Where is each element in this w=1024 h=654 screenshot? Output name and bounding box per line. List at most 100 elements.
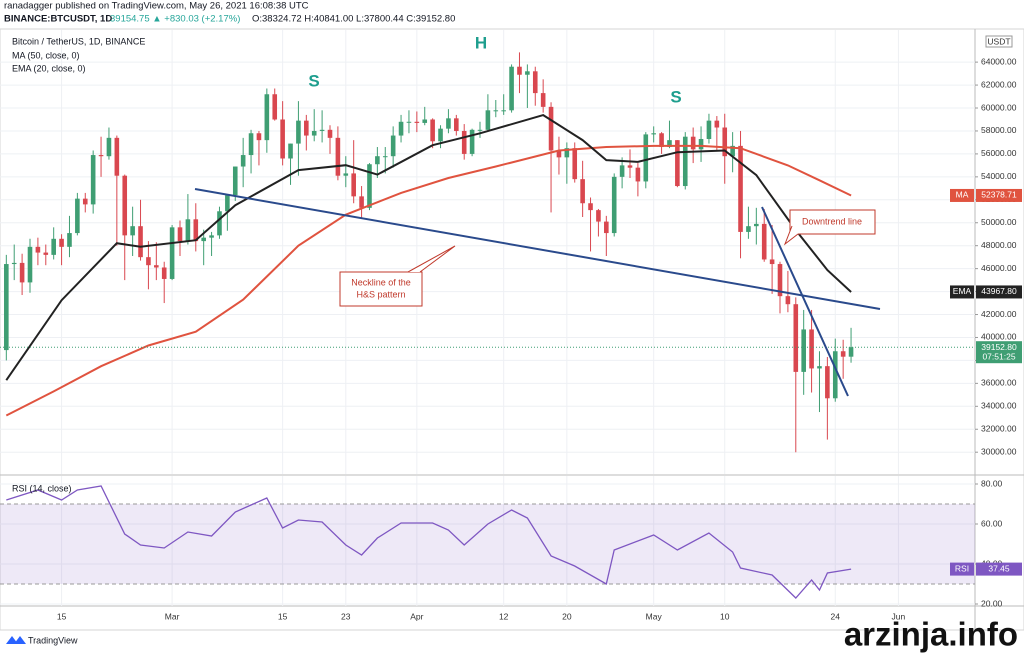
- candle-body: [51, 238, 56, 255]
- candle-body: [122, 175, 128, 236]
- candle-body: [406, 121, 412, 123]
- candle-body: [746, 226, 751, 232]
- last-value-label: 37.45: [988, 563, 1010, 573]
- candle-body: [335, 137, 341, 176]
- candle-body: [430, 119, 435, 142]
- tag-label: EMA: [953, 286, 972, 296]
- candle-body: [217, 211, 222, 236]
- candle-body: [572, 148, 578, 180]
- candle-body: [185, 219, 191, 242]
- price-label: 39152.80: [981, 342, 1017, 352]
- candle-body: [817, 366, 822, 369]
- last-value-label: 52378.71: [981, 190, 1017, 200]
- candle-body: [643, 134, 649, 182]
- neckline-note: Neckline of the: [351, 277, 411, 287]
- candle-body: [769, 259, 775, 265]
- currency-badge: [985, 35, 1013, 48]
- candle-body: [11, 262, 17, 265]
- y-tick-label: 42000.00: [981, 309, 1017, 319]
- candle-body: [477, 129, 483, 131]
- candle-body: [659, 133, 664, 148]
- y-tick-label: 32000.00: [981, 424, 1017, 434]
- candle-body: [201, 237, 206, 242]
- candle-body: [154, 265, 159, 268]
- candle-body: [517, 66, 522, 75]
- candle-body: [596, 210, 601, 222]
- y-tick-label: 58000.00: [981, 125, 1017, 135]
- candle-body: [138, 226, 143, 258]
- y-tick-label: 36000.00: [981, 378, 1017, 388]
- candle-body: [130, 226, 135, 236]
- candle-body: [714, 120, 720, 128]
- candle-body: [675, 140, 680, 187]
- candle-body: [27, 246, 33, 283]
- x-tick-label: Mar: [165, 611, 180, 621]
- x-tick-label: 24: [831, 611, 841, 621]
- price-box: [976, 341, 1022, 364]
- candle-body: [761, 223, 767, 260]
- y-tick-label: 40000.00: [981, 332, 1017, 342]
- candle-body: [754, 223, 759, 227]
- candle-body: [493, 110, 499, 112]
- candle-body: [106, 137, 112, 157]
- rsi-line: [6, 485, 852, 599]
- y-tick-label: 80.00: [981, 478, 1003, 488]
- candle-body: [343, 173, 349, 176]
- candle-body: [248, 133, 254, 156]
- candle-body: [146, 257, 151, 266]
- candle-body: [825, 366, 830, 399]
- ohlc: O:38324.72 H:40841.00 L:37800.44 C:39152…: [252, 14, 455, 25]
- candle-body: [256, 133, 262, 141]
- candle-body: [311, 130, 317, 136]
- x-tick-label: Apr: [410, 611, 423, 621]
- tag-box: [950, 285, 974, 299]
- overlay-line: [5, 144, 852, 417]
- candle-body: [177, 227, 183, 242]
- candle-body: [809, 329, 814, 369]
- candle-body: [304, 120, 309, 136]
- candle-body: [90, 155, 96, 205]
- candle-body: [832, 351, 838, 399]
- candle-body: [296, 120, 301, 144]
- downtrend-note: Downtrend line: [802, 216, 862, 226]
- candle-body: [627, 165, 633, 168]
- candle-body: [635, 167, 641, 182]
- tag-box: [950, 562, 974, 576]
- y-tick-label: 20.00: [981, 598, 1003, 608]
- x-tick-label: 20: [562, 611, 572, 621]
- x-tick-label: 23: [341, 611, 351, 621]
- candle-body: [422, 119, 428, 123]
- downtrend-callout: [789, 209, 876, 235]
- y-tick-label: 48000.00: [981, 240, 1017, 250]
- downtrend-line: [761, 206, 849, 397]
- candle-body: [288, 143, 293, 159]
- neckline-note: H&S pattern: [356, 289, 405, 299]
- candle-body: [375, 156, 380, 165]
- candle-body: [390, 135, 396, 157]
- callout-pointer: [783, 225, 799, 246]
- candle-body: [446, 118, 451, 129]
- candle-body: [359, 196, 364, 208]
- y-tick-label: 46000.00: [981, 263, 1017, 273]
- candle-body: [98, 155, 104, 157]
- candle-body: [35, 246, 41, 253]
- candle-body: [414, 121, 420, 123]
- candle-body: [327, 129, 333, 138]
- candle-body: [264, 94, 270, 141]
- candle-body: [556, 150, 562, 158]
- candle-body: [225, 195, 230, 212]
- y-tick-label: 34000.00: [981, 401, 1017, 411]
- candle-body: [588, 203, 593, 211]
- candle-body: [690, 136, 696, 150]
- candle-body: [485, 110, 491, 130]
- candle-body: [525, 71, 530, 75]
- rsi-band: [0, 504, 975, 584]
- candle-body: [611, 176, 617, 234]
- candle-body: [604, 221, 609, 234]
- candle-body: [82, 198, 88, 205]
- candle-body: [706, 120, 712, 139]
- candle-body: [280, 119, 285, 159]
- y-tick-label: 56000.00: [981, 148, 1017, 158]
- legend-entry: EMA (20, close, 0): [12, 63, 86, 73]
